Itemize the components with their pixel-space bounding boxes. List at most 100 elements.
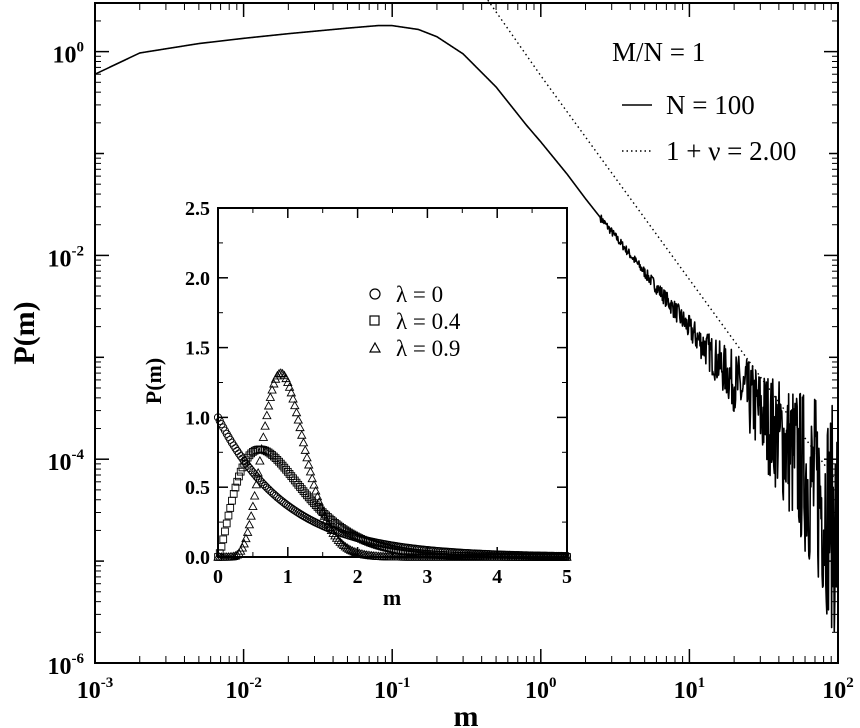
inset-x-tick-label: 3 <box>422 566 432 588</box>
y-tick-label: 10-4 <box>48 447 85 476</box>
inset-point-triangle <box>249 490 260 500</box>
inset-axis-ticks <box>217 207 568 558</box>
annotation-ratio: M/N = 1 <box>612 37 705 67</box>
inset-point-triangle <box>303 459 314 469</box>
inset-chart: 0 1 2 3 4 5 0.0 0.5 1.0 1.5 2.0 2.5 m P(… <box>141 198 572 610</box>
main-y-tick-labels: 10-6 10-4 10-2 100 <box>48 40 85 680</box>
y-tick-label: 10-2 <box>48 243 85 272</box>
inset-y-tick-label: 0.5 <box>185 477 210 499</box>
x-tick-label: 102 <box>822 675 854 704</box>
inset-legend: λ = 0 λ = 0.4 λ = 0.9 <box>368 282 461 361</box>
x-tick-label: 101 <box>674 675 706 704</box>
inset-point-triangle <box>290 400 300 410</box>
inset-point-square <box>229 490 238 498</box>
inset-background <box>218 208 567 557</box>
inset-y-axis-title: P(m) <box>141 358 166 404</box>
inset-point-square <box>235 472 243 481</box>
inset-y-tick-labels: 0.0 0.5 1.0 1.5 2.0 2.5 <box>185 198 210 569</box>
inset-point-square <box>219 535 228 544</box>
inset-y-tick-label: 2.0 <box>185 268 210 290</box>
inset-point-triangle <box>246 511 256 520</box>
inset-point-triangle <box>255 455 265 465</box>
inset-point-triangle <box>242 527 253 536</box>
inset-x-tick-label: 1 <box>283 566 293 588</box>
inset-point-triangle <box>296 430 307 439</box>
inset-point-triangle <box>260 421 270 430</box>
y-tick-label: 10-6 <box>48 651 85 680</box>
inset-point-triangle <box>263 400 274 410</box>
inset-point-triangle <box>293 414 304 424</box>
inset-legend-label-l09: λ = 0.9 <box>396 336 460 361</box>
inset-point-triangle <box>277 368 288 378</box>
inset-marks <box>213 368 572 561</box>
inset-point-triangle <box>312 491 323 501</box>
main-y-axis-title: P(m) <box>8 301 41 364</box>
inset-x-tick-label: 0 <box>213 566 223 588</box>
inset-point-triangle <box>230 550 241 560</box>
inset-legend-marker-circle <box>369 288 381 300</box>
inset-point-square <box>221 527 229 536</box>
inset-point-triangle <box>340 541 351 551</box>
x-tick-label: 100 <box>525 675 557 704</box>
inset-point-triangle <box>288 393 298 403</box>
inset-x-axis-title: m <box>383 585 401 610</box>
main-series-group <box>94 0 839 633</box>
inset-x-tick-labels: 0 1 2 3 4 5 <box>213 566 572 588</box>
legend-label-slope: 1 + ν = 2.00 <box>666 136 796 166</box>
main-plot-frame <box>94 2 839 664</box>
inset-legend-marker-square <box>369 315 380 326</box>
inset-point-triangle <box>241 533 251 543</box>
inset-point-triangle <box>307 473 317 483</box>
inset-point-square <box>222 519 231 528</box>
inset-point-triangle <box>265 392 276 401</box>
inset-y-tick-label: 1.0 <box>185 407 210 429</box>
inset-point-triangle <box>237 542 248 552</box>
inset-point-triangle <box>295 422 305 432</box>
x-tick-label: 10-1 <box>374 675 411 704</box>
inset-point-triangle <box>305 466 316 476</box>
inset-point-triangle <box>291 407 302 417</box>
main-x-tick-labels: 10-3 10-2 10-1 100 101 102 <box>77 675 854 704</box>
inset-point-triangle <box>335 537 345 546</box>
x-tick-label: 10-2 <box>225 675 262 704</box>
inset-point-square <box>224 511 233 520</box>
inset-point-square <box>231 483 240 492</box>
inset-y-tick-label: 0.0 <box>185 547 210 569</box>
inset-point-triangle <box>338 540 349 550</box>
inset-point-triangle <box>333 535 344 544</box>
inset-point-triangle <box>342 543 352 552</box>
x-tick-label: 10-3 <box>77 675 114 704</box>
inset-point-triangle <box>239 538 249 548</box>
inset-point-triangle <box>256 444 267 453</box>
inset-point-triangle <box>331 533 342 542</box>
inset-point-triangle <box>314 497 324 506</box>
inset-point-triangle <box>262 410 272 420</box>
inset-point-triangle <box>253 467 263 477</box>
inset-point-triangle <box>337 538 347 548</box>
inset-point-triangle <box>286 387 297 397</box>
inset-y-tick-label: 2.5 <box>185 198 210 220</box>
inset-legend-label-l04: λ = 0.4 <box>396 309 461 334</box>
series-n100-line <box>94 24 839 633</box>
main-x-axis-title: m <box>454 700 479 728</box>
y-tick-label: 100 <box>53 40 85 69</box>
inset-y-tick-label: 1.5 <box>185 338 210 360</box>
inset-x-tick-label: 4 <box>492 566 502 588</box>
inset-legend-label-l0: λ = 0 <box>396 282 443 307</box>
inset-x-tick-label: 5 <box>562 566 572 588</box>
legend-label-n100: N = 100 <box>666 90 755 120</box>
legend: N = 100 1 + ν = 2.00 <box>622 90 796 166</box>
inset-x-tick-label: 2 <box>353 566 363 588</box>
inset-point-triangle <box>251 479 262 489</box>
inset-legend-marker-triangle <box>368 341 382 353</box>
inset-point-square <box>236 467 245 476</box>
inset-point-triangle <box>269 378 279 388</box>
inset-point-triangle <box>248 501 258 511</box>
inset-point-square <box>233 477 242 486</box>
inset-point-triangle <box>309 479 319 489</box>
series-slope-guide <box>487 0 839 484</box>
inset-point-triangle <box>302 452 312 462</box>
inset-point-triangle <box>276 368 286 377</box>
inset-point-triangle <box>244 519 255 529</box>
